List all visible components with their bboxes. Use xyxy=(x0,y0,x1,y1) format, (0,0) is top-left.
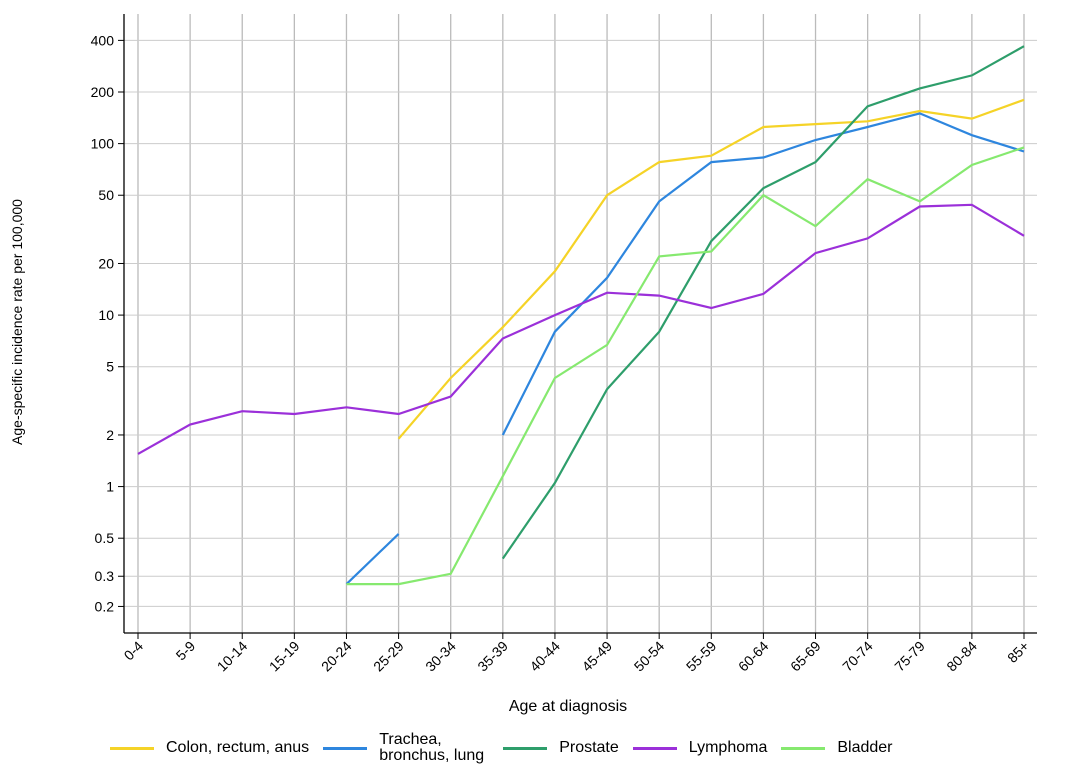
y-tick-label: 0.5 xyxy=(95,530,115,546)
legend-label: Colon, rectum, anus xyxy=(166,739,310,756)
legend-swatch xyxy=(323,746,368,750)
legend-label: Prostate xyxy=(559,739,619,756)
y-tick-label: 5 xyxy=(106,359,114,375)
legend-swatch xyxy=(110,746,154,750)
series-line xyxy=(397,98,1025,440)
series-line xyxy=(346,146,1025,586)
legend-item: Colon, rectum, anus xyxy=(110,740,309,756)
legend-swatch xyxy=(781,746,826,750)
legend: Colon, rectum, anus Trachea, bronchus, lu… xyxy=(110,732,907,764)
series-line xyxy=(137,203,1025,455)
y-tick-label: 200 xyxy=(91,84,115,100)
y-tick-label: 0.2 xyxy=(95,598,115,614)
x-tick-label: 70-74 xyxy=(839,638,876,675)
y-tick-label: 20 xyxy=(98,255,114,271)
x-tick-label: 25-29 xyxy=(370,638,407,675)
y-tick-label: 10 xyxy=(98,307,114,323)
x-tick-label: 85+ xyxy=(1004,638,1032,666)
legend-label: Trachea, bronchus, lung xyxy=(379,731,485,764)
x-tick-label: 65-69 xyxy=(787,638,824,675)
x-tick-label: 80-84 xyxy=(943,638,980,675)
legend-item: Trachea, bronchus, lung xyxy=(323,732,489,764)
x-tick-label: 30-34 xyxy=(422,638,459,675)
y-tick-label: 50 xyxy=(98,187,114,203)
legend-swatch xyxy=(632,746,677,750)
y-tick-label: 2 xyxy=(106,427,114,443)
y-tick-label: 100 xyxy=(91,136,115,152)
x-tick-label: 35-39 xyxy=(474,638,511,675)
legend-swatch xyxy=(503,746,548,750)
x-tick-label: 0-4 xyxy=(120,638,146,664)
legend-item: Bladder xyxy=(781,739,893,756)
y-tick-label: 1 xyxy=(106,479,114,495)
x-tick-label: 5-9 xyxy=(173,638,199,664)
x-tick-label: 50-54 xyxy=(631,638,668,675)
x-tick-label: 20-24 xyxy=(318,638,355,675)
x-tick-label: 40-44 xyxy=(526,638,563,675)
x-tick-label: 55-59 xyxy=(683,638,720,675)
legend-item: Lymphoma xyxy=(632,739,768,756)
x-tick-label: 15-19 xyxy=(266,638,303,675)
y-tick-label: 0.3 xyxy=(95,568,115,584)
y-axis-title: Age-specific incidence rate per 100,000 xyxy=(9,199,25,445)
x-tick-label: 45-49 xyxy=(579,638,616,675)
x-tick-label: 75-79 xyxy=(891,638,928,675)
series-line xyxy=(501,45,1025,560)
chart: Age at diagnosis Age-specific incidence … xyxy=(9,14,1037,715)
x-tick-label: 60-64 xyxy=(735,638,772,675)
x-axis-title: Age at diagnosis xyxy=(509,698,627,715)
legend-label: Bladder xyxy=(837,739,893,756)
series-line xyxy=(345,112,1025,585)
legend-label: Lymphoma xyxy=(688,739,768,756)
y-tick-label: 400 xyxy=(91,32,115,48)
x-tick-label: 10-14 xyxy=(214,638,251,675)
legend-item: Prostate xyxy=(503,740,619,756)
